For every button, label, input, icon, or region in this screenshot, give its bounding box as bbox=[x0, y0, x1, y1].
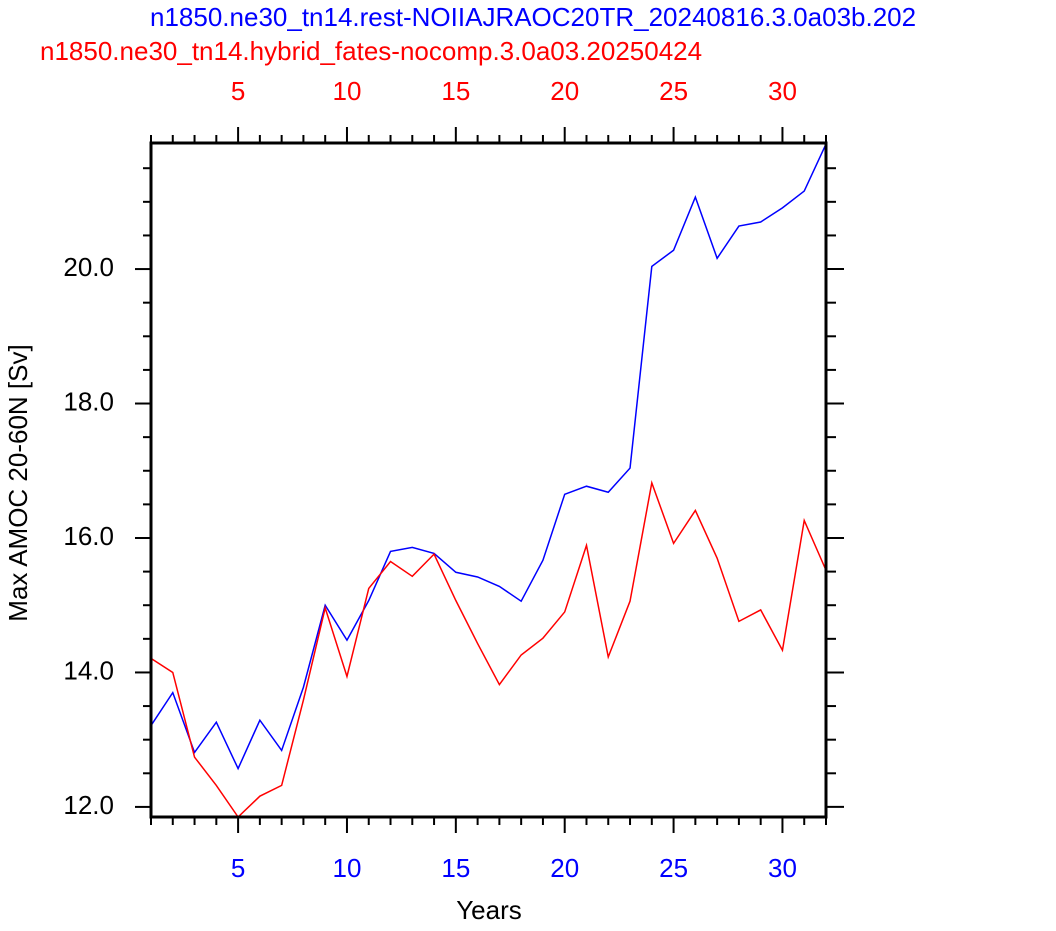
x-tick-label: 5 bbox=[231, 853, 245, 883]
x-tick-label: 25 bbox=[659, 853, 688, 883]
y-tick-label: 20.0 bbox=[63, 252, 114, 282]
x-top-tick-label: 5 bbox=[231, 76, 245, 106]
x-tick-label: 10 bbox=[333, 853, 362, 883]
x-top-tick-label: 15 bbox=[441, 76, 470, 106]
series-line bbox=[150, 143, 827, 771]
y-axis-label: Max AMOC 20-60N [Sv] bbox=[3, 344, 33, 621]
x-axis-label: Years bbox=[456, 895, 522, 925]
x-top-tick-label: 10 bbox=[333, 76, 362, 106]
x-top-tick-label: 25 bbox=[659, 76, 688, 106]
series-line bbox=[150, 479, 827, 819]
y-tick-label: 18.0 bbox=[63, 386, 114, 416]
x-tick-label: 15 bbox=[441, 853, 470, 883]
series-0-title: n1850.ne30_tn14.rest-NOIIAJRAOC20TR_2024… bbox=[150, 2, 916, 32]
x-top-tick-label: 30 bbox=[768, 76, 797, 106]
x-top-tick-label: 20 bbox=[550, 76, 579, 106]
plot-frame bbox=[149, 141, 828, 819]
y-tick-label: 14.0 bbox=[63, 655, 114, 685]
series-1-title: n1850.ne30_tn14.hybrid_fates-nocomp.3.0a… bbox=[40, 36, 702, 66]
y-tick-label: 12.0 bbox=[63, 790, 114, 820]
y-tick-label: 16.0 bbox=[63, 521, 114, 551]
x-tick-label: 20 bbox=[550, 853, 579, 883]
x-tick-label: 30 bbox=[768, 853, 797, 883]
